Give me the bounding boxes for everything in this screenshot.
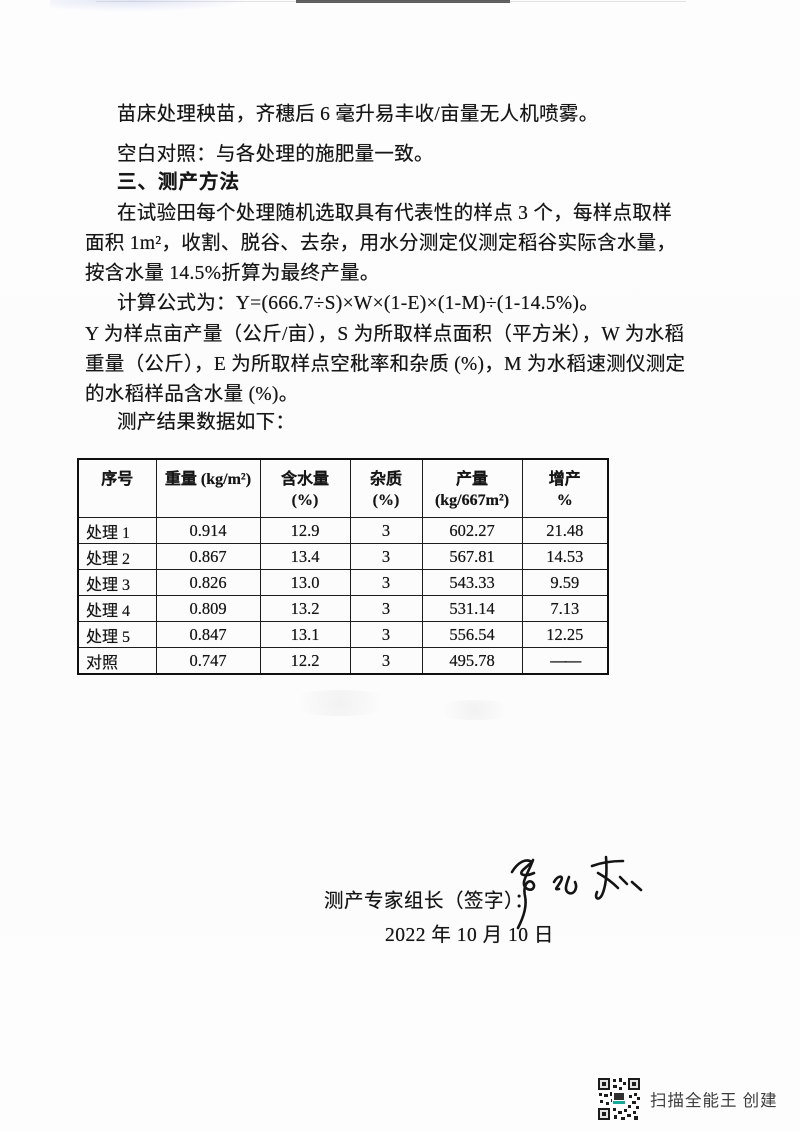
formula-line: 计算公式为：Y=(666.7÷S)×W×(1-E)×(1-M)÷(1-14.5%… xyxy=(117,293,599,314)
header-cell: 含水量 (%) xyxy=(259,458,351,518)
row-label: 处理 3 xyxy=(77,569,157,596)
scan-smudge xyxy=(280,690,400,716)
header-line1: 增产 xyxy=(548,471,581,488)
cell-weight: 0.747 xyxy=(155,647,261,675)
camscanner-label: 扫描全能王 创建 xyxy=(650,1091,778,1110)
body-line: 重量（公斤），E 为所取样点空秕率和杂质 (%)，M 为水稻速测仪测定 xyxy=(85,354,686,375)
cell-yield: 531.14 xyxy=(421,595,523,622)
signature-date: 2022 年 10 月 10 日 xyxy=(385,925,554,946)
scan-artifact-top-bar xyxy=(296,0,510,3)
cell-yield: 602.27 xyxy=(421,517,523,544)
cell-yield: 495.78 xyxy=(421,647,523,675)
scan-artifact-corner-tint xyxy=(50,0,250,12)
cell-increase: 21.48 xyxy=(521,517,609,544)
cell-weight: 0.809 xyxy=(155,595,261,622)
header-line2: % xyxy=(556,492,573,509)
table-row-control: 对照 0.747 12.2 3 495.78 —— xyxy=(77,647,609,675)
header-line1: 重量 (kg/m²) xyxy=(164,471,252,488)
cell-weight: 0.867 xyxy=(155,543,261,570)
cell-moisture: 12.2 xyxy=(259,647,351,675)
cell-moisture: 12.9 xyxy=(259,517,351,544)
signature-handwriting xyxy=(510,855,643,930)
row-label: 对照 xyxy=(77,647,157,675)
cell-increase-dash: —— xyxy=(521,647,609,675)
cell-impurity: 3 xyxy=(349,543,423,570)
header-line1: 序号 xyxy=(101,471,134,488)
row-label: 处理 2 xyxy=(77,543,157,570)
body-line: 的水稻样品含水量 (%)。 xyxy=(85,384,299,405)
cell-moisture: 13.1 xyxy=(259,621,351,648)
qr-code-icon xyxy=(598,1078,640,1120)
camscanner-footer: 扫描全能王 创建 xyxy=(598,1078,778,1120)
body-line: 苗床处理秧苗，齐穗后 6 毫升易丰收/亩量无人机喷雾。 xyxy=(117,104,599,125)
cell-impurity: 3 xyxy=(349,595,423,622)
row-label: 处理 5 xyxy=(77,621,157,648)
cell-increase: 12.25 xyxy=(521,621,609,648)
cell-increase: 7.13 xyxy=(521,595,609,622)
cell-yield: 543.33 xyxy=(421,569,523,596)
table-row: 处理 2 0.867 13.4 3 567.81 14.53 xyxy=(77,543,609,570)
yield-results-table: 序号 重量 (kg/m²) 含水量 (%) 杂质 (%) 产量 (kg/667m²) … xyxy=(77,458,609,675)
cell-moisture: 13.2 xyxy=(259,595,351,622)
body-line: 面积 1m²，收割、脱谷、去杂，用水分测定仪测定稻谷实际含水量， xyxy=(85,233,677,254)
header-cell: 重量 (kg/m²) xyxy=(155,458,261,518)
header-line2: (%) xyxy=(372,492,400,509)
scan-smudge xyxy=(430,700,520,720)
cell-yield: 556.54 xyxy=(421,621,523,648)
cell-impurity: 3 xyxy=(349,621,423,648)
header-line2: (kg/667m²) xyxy=(434,492,510,509)
cell-increase: 14.53 xyxy=(521,543,609,570)
header-cell: 序号 xyxy=(77,458,157,518)
table-row: 处理 4 0.809 13.2 3 531.14 7.13 xyxy=(77,595,609,622)
header-line1: 产量 xyxy=(455,471,488,488)
cell-moisture: 13.0 xyxy=(259,569,351,596)
row-label: 处理 1 xyxy=(77,517,157,544)
table-header-row: 序号 重量 (kg/m²) 含水量 (%) 杂质 (%) 产量 (kg/667m²) … xyxy=(77,458,609,518)
cell-weight: 0.826 xyxy=(155,569,261,596)
cell-impurity: 3 xyxy=(349,569,423,596)
cell-weight: 0.847 xyxy=(155,621,261,648)
cell-moisture: 13.4 xyxy=(259,543,351,570)
row-label: 处理 4 xyxy=(77,595,157,622)
signature-label: 测产专家组长（签字）： xyxy=(324,891,535,912)
table-row: 处理 5 0.847 13.1 3 556.54 12.25 xyxy=(77,621,609,648)
header-line2: (%) xyxy=(291,492,319,509)
cell-increase: 9.59 xyxy=(521,569,609,596)
header-cell: 产量 (kg/667m²) xyxy=(421,458,523,518)
body-line: 按含水量 14.5%折算为最终产量。 xyxy=(85,263,380,284)
header-cell: 杂质 (%) xyxy=(349,458,423,518)
cell-yield: 567.81 xyxy=(421,543,523,570)
body-line: Y 为样点亩产量（公斤/亩），S 为所取样点面积（平方米），W 为水稻 xyxy=(85,324,685,345)
cell-impurity: 3 xyxy=(349,647,423,675)
table-row: 处理 3 0.826 13.0 3 543.33 9.59 xyxy=(77,569,609,596)
body-line: 在试验田每个处理随机选取具有代表性的样点 3 个，每样点取样 xyxy=(117,203,673,224)
scan-artifact-top-line xyxy=(96,1,686,2)
cell-weight: 0.914 xyxy=(155,517,261,544)
section-heading: 三、测产方法 xyxy=(117,172,241,193)
body-line: 测产结果数据如下： xyxy=(117,412,296,433)
header-line1: 含水量 xyxy=(280,471,329,488)
header-cell: 增产% xyxy=(521,458,609,518)
body-line: 空白对照：与各处理的施肥量一致。 xyxy=(117,144,434,165)
header-line1: 杂质 xyxy=(369,471,402,488)
cell-impurity: 3 xyxy=(349,517,423,544)
table-row: 处理 1 0.914 12.9 3 602.27 21.48 xyxy=(77,517,609,544)
